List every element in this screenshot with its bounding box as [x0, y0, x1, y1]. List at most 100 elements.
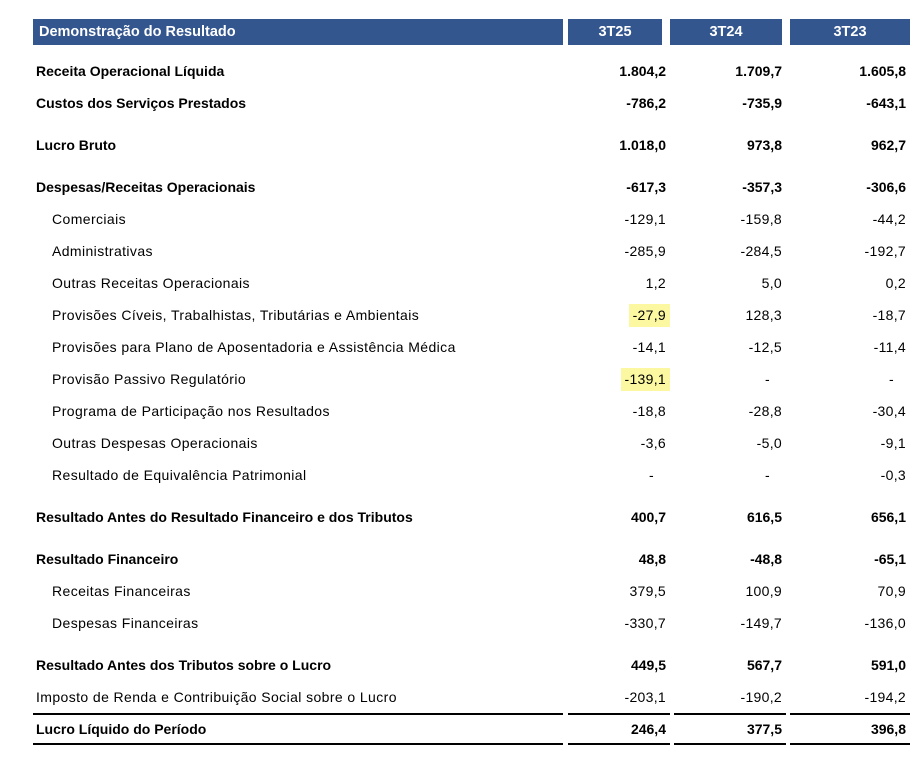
value-3T23: 396,8 — [790, 713, 910, 745]
value-text: - — [889, 371, 894, 387]
table-row: Provisão Passivo Regulatório -139,1 - - — [33, 363, 910, 395]
value-3T25: -27,9 — [563, 299, 670, 331]
value-3T24: -12,5 — [670, 331, 786, 363]
value-text: - — [765, 371, 770, 387]
table-row: Resultado de Equivalência Patrimonial - … — [33, 459, 910, 491]
value-text: -18,8 — [632, 403, 666, 419]
value-3T23: -9,1 — [786, 427, 910, 459]
value-3T24: -735,9 — [670, 87, 786, 119]
table-row: Resultado Financeiro 48,8 -48,8 -65,1 — [33, 543, 910, 575]
value-text: 1,2 — [645, 275, 666, 291]
value-3T25: - — [563, 459, 670, 491]
value-3T23: -192,7 — [786, 235, 910, 267]
value-3T25: -203,1 — [563, 681, 670, 713]
value-text: 1.018,0 — [619, 137, 666, 153]
value-text: -0,3 — [880, 467, 906, 483]
value-text: -643,1 — [866, 95, 906, 111]
value-3T24: -190,2 — [670, 681, 786, 713]
value-text: 449,5 — [630, 657, 666, 673]
value-3T24: 128,3 — [670, 299, 786, 331]
value-text: 396,8 — [870, 721, 906, 737]
table-row: Outras Receitas Operacionais 1,2 5,0 0,2 — [33, 267, 910, 299]
value-text: -27,9 — [628, 304, 670, 327]
value-3T23: -194,2 — [786, 681, 910, 713]
value-text: -306,6 — [866, 179, 906, 195]
row-label: Despesas/Receitas Operacionais — [36, 179, 256, 195]
value-3T24: 973,8 — [670, 129, 786, 161]
value-3T25: 1,2 — [563, 267, 670, 299]
value-3T23: -11,4 — [786, 331, 910, 363]
table-row: Administrativas -285,9 -284,5 -192,7 — [33, 235, 910, 267]
value-3T24: -159,8 — [670, 203, 786, 235]
table-row: Receitas Financeiras 379,5 100,9 70,9 — [33, 575, 910, 607]
row-label: Administrativas — [52, 243, 153, 259]
column-header-label: 3T23 — [833, 24, 867, 40]
value-3T24: 1.709,7 — [670, 55, 786, 87]
value-3T25: -786,2 — [563, 87, 670, 119]
value-3T24: 377,5 — [674, 713, 786, 745]
value-text: -203,1 — [624, 689, 666, 705]
table-row: Resultado Antes dos Tributos sobre o Luc… — [33, 649, 910, 681]
value-3T25: -617,3 — [563, 171, 670, 203]
table-row: Outras Despesas Operacionais -3,6 -5,0 -… — [33, 427, 910, 459]
value-3T23: 656,1 — [786, 501, 910, 533]
value-text: 48,8 — [638, 551, 666, 567]
value-text: -192,7 — [864, 243, 906, 259]
value-text: 973,8 — [746, 137, 782, 153]
value-text: -136,0 — [864, 615, 906, 631]
value-3T23: -30,4 — [786, 395, 910, 427]
value-text: -735,9 — [742, 95, 782, 111]
value-3T25: 246,4 — [568, 713, 670, 745]
value-text: -48,8 — [750, 551, 782, 567]
value-text: -194,2 — [864, 689, 906, 705]
row-label: Imposto de Renda e Contribuição Social s… — [36, 689, 397, 705]
row-label: Resultado Financeiro — [36, 551, 179, 567]
value-text: -5,0 — [756, 435, 782, 451]
value-text: -617,3 — [626, 179, 666, 195]
value-3T25: 379,5 — [563, 575, 670, 607]
value-text: -284,5 — [740, 243, 782, 259]
value-3T24: -28,8 — [670, 395, 786, 427]
value-text: -44,2 — [872, 211, 906, 227]
table-row: Lucro Líquido do Período 246,4 377,5 396… — [33, 713, 910, 745]
value-text: -786,2 — [626, 95, 666, 111]
value-text: 656,1 — [870, 509, 906, 525]
value-3T25: -18,8 — [563, 395, 670, 427]
value-3T24: -284,5 — [670, 235, 786, 267]
value-3T23: 70,9 — [786, 575, 910, 607]
column-header-3T25: 3T25 — [568, 19, 662, 45]
value-text: - — [765, 467, 770, 483]
value-3T25: 400,7 — [563, 501, 670, 533]
value-3T23: 591,0 — [786, 649, 910, 681]
value-text: 100,9 — [745, 583, 782, 599]
value-3T23: -44,2 — [786, 203, 910, 235]
row-label: Provisão Passivo Regulatório — [52, 371, 247, 387]
income-statement-table: Demonstração do Resultado 3T25 3T24 3T23… — [33, 19, 910, 745]
value-3T23: -65,1 — [786, 543, 910, 575]
value-text: -65,1 — [874, 551, 906, 567]
row-label: Receita Operacional Líquida — [36, 63, 225, 79]
value-text: -139,1 — [620, 368, 670, 391]
value-text: 0,2 — [885, 275, 906, 291]
row-label: Resultado de Equivalência Patrimonial — [52, 467, 307, 483]
row-label: Outras Despesas Operacionais — [52, 435, 258, 451]
row-label: Despesas Financeiras — [52, 615, 199, 631]
row-label: Receitas Financeiras — [52, 583, 191, 599]
table-row: Custos dos Serviços Prestados -786,2 -73… — [33, 87, 910, 119]
value-text: -159,8 — [740, 211, 782, 227]
value-text: 5,0 — [761, 275, 782, 291]
table-row: Despesas Financeiras -330,7 -149,7 -136,… — [33, 607, 910, 639]
value-text: -14,1 — [632, 339, 666, 355]
table-row: Comerciais -129,1 -159,8 -44,2 — [33, 203, 910, 235]
value-3T24: 5,0 — [670, 267, 786, 299]
value-3T23: -18,7 — [786, 299, 910, 331]
value-3T23: -0,3 — [786, 459, 910, 491]
value-3T23: -306,6 — [786, 171, 910, 203]
value-3T25: -3,6 — [563, 427, 670, 459]
column-header-3T24: 3T24 — [670, 19, 782, 45]
value-text: 1.709,7 — [735, 63, 782, 79]
value-text: - — [649, 467, 654, 483]
column-header-label: 3T24 — [709, 24, 743, 40]
value-3T23: -643,1 — [786, 87, 910, 119]
value-text: -149,7 — [740, 615, 782, 631]
